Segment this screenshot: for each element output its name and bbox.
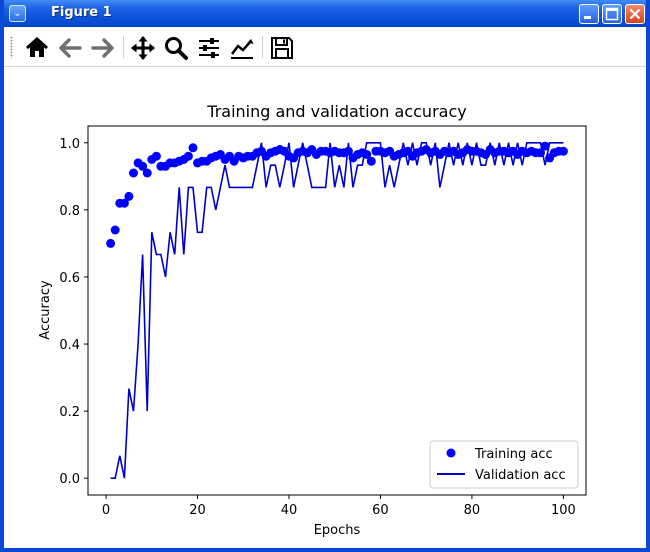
training-acc-point	[142, 168, 152, 178]
customize-icon	[231, 39, 254, 59]
close-button[interactable]	[625, 4, 645, 24]
toolbar-grip	[10, 36, 13, 58]
forward-button[interactable]	[90, 35, 116, 61]
training-acc-point	[151, 151, 161, 161]
accuracy-chart: Training and validation accuracy 0 20 40 60…	[38, 102, 587, 538]
back-icon	[59, 38, 82, 58]
toolbar-separator	[123, 36, 124, 58]
legend-box	[429, 440, 579, 489]
training-acc-point	[183, 151, 193, 161]
training-acc-point	[106, 238, 116, 248]
save-button[interactable]	[269, 35, 295, 61]
x-tick-label: 100	[551, 503, 576, 518]
x-tick-label: 80	[464, 503, 481, 518]
x-tick-label: 40	[281, 503, 298, 518]
navigation-toolbar	[4, 27, 646, 67]
training-acc-point	[119, 198, 129, 208]
save-icon	[271, 37, 293, 59]
zoom-button[interactable]	[163, 35, 189, 61]
training-acc-point	[362, 150, 372, 159]
legend-training-label: Training acc	[474, 447, 553, 462]
validation-acc-line	[110, 142, 564, 480]
y-tick-label: 0.8	[59, 204, 80, 219]
pan-button[interactable]	[130, 35, 156, 61]
window-title: Figure 1	[51, 5, 112, 20]
back-button[interactable]	[57, 35, 83, 61]
legend-validation-label: Validation acc	[475, 468, 566, 483]
x-tick-label: 0	[102, 503, 110, 518]
chart-title: Training and validation accuracy	[206, 102, 466, 121]
subplots-icon	[199, 38, 219, 58]
training-acc-point	[188, 143, 198, 153]
customize-button[interactable]	[229, 35, 255, 61]
x-tick-label: 20	[189, 503, 206, 518]
training-acc-point	[129, 168, 138, 178]
y-tick-label: 0.4	[59, 338, 80, 353]
axes-frame	[87, 125, 587, 496]
home-icon	[25, 36, 49, 57]
training-acc-point	[110, 225, 120, 235]
y-tick-label: 0.6	[59, 271, 80, 286]
training-acc-point	[343, 146, 353, 156]
y-axis-label: Accuracy	[38, 280, 53, 340]
training-acc-point	[138, 161, 148, 171]
training-acc-point	[558, 146, 568, 156]
toolbar-separator	[262, 36, 263, 58]
subplots-button[interactable]	[196, 35, 222, 61]
x-tick-label: 60	[372, 503, 389, 518]
training-acc-point	[536, 148, 545, 158]
training-acc-point	[540, 141, 550, 151]
training-acc-point	[366, 156, 376, 166]
y-tick-label: 1.0	[59, 137, 80, 152]
window-menu-icon[interactable]: ⌄	[9, 5, 26, 22]
legend-training-marker	[446, 448, 456, 458]
legend: Training acc Validation acc	[429, 440, 579, 489]
training-acc-point	[124, 191, 134, 201]
y-tick-label: 0.2	[59, 405, 80, 420]
pan-icon	[131, 36, 155, 60]
forward-icon	[91, 38, 114, 58]
minimize-button[interactable]	[579, 4, 599, 24]
zoom-icon	[165, 37, 188, 60]
title-bar[interactable]: ⌄ Figure 1	[4, 0, 646, 27]
minimize-icon	[584, 16, 591, 19]
home-button[interactable]	[24, 35, 50, 61]
y-tick-label: 0.0	[59, 472, 80, 487]
figure-canvas[interactable]: Training and validation accuracy 0 20 40 60…	[4, 67, 646, 548]
x-axis-label: Epochs	[314, 523, 361, 538]
maximize-icon	[605, 7, 619, 21]
maximize-button[interactable]	[602, 4, 622, 24]
close-icon	[629, 8, 641, 20]
